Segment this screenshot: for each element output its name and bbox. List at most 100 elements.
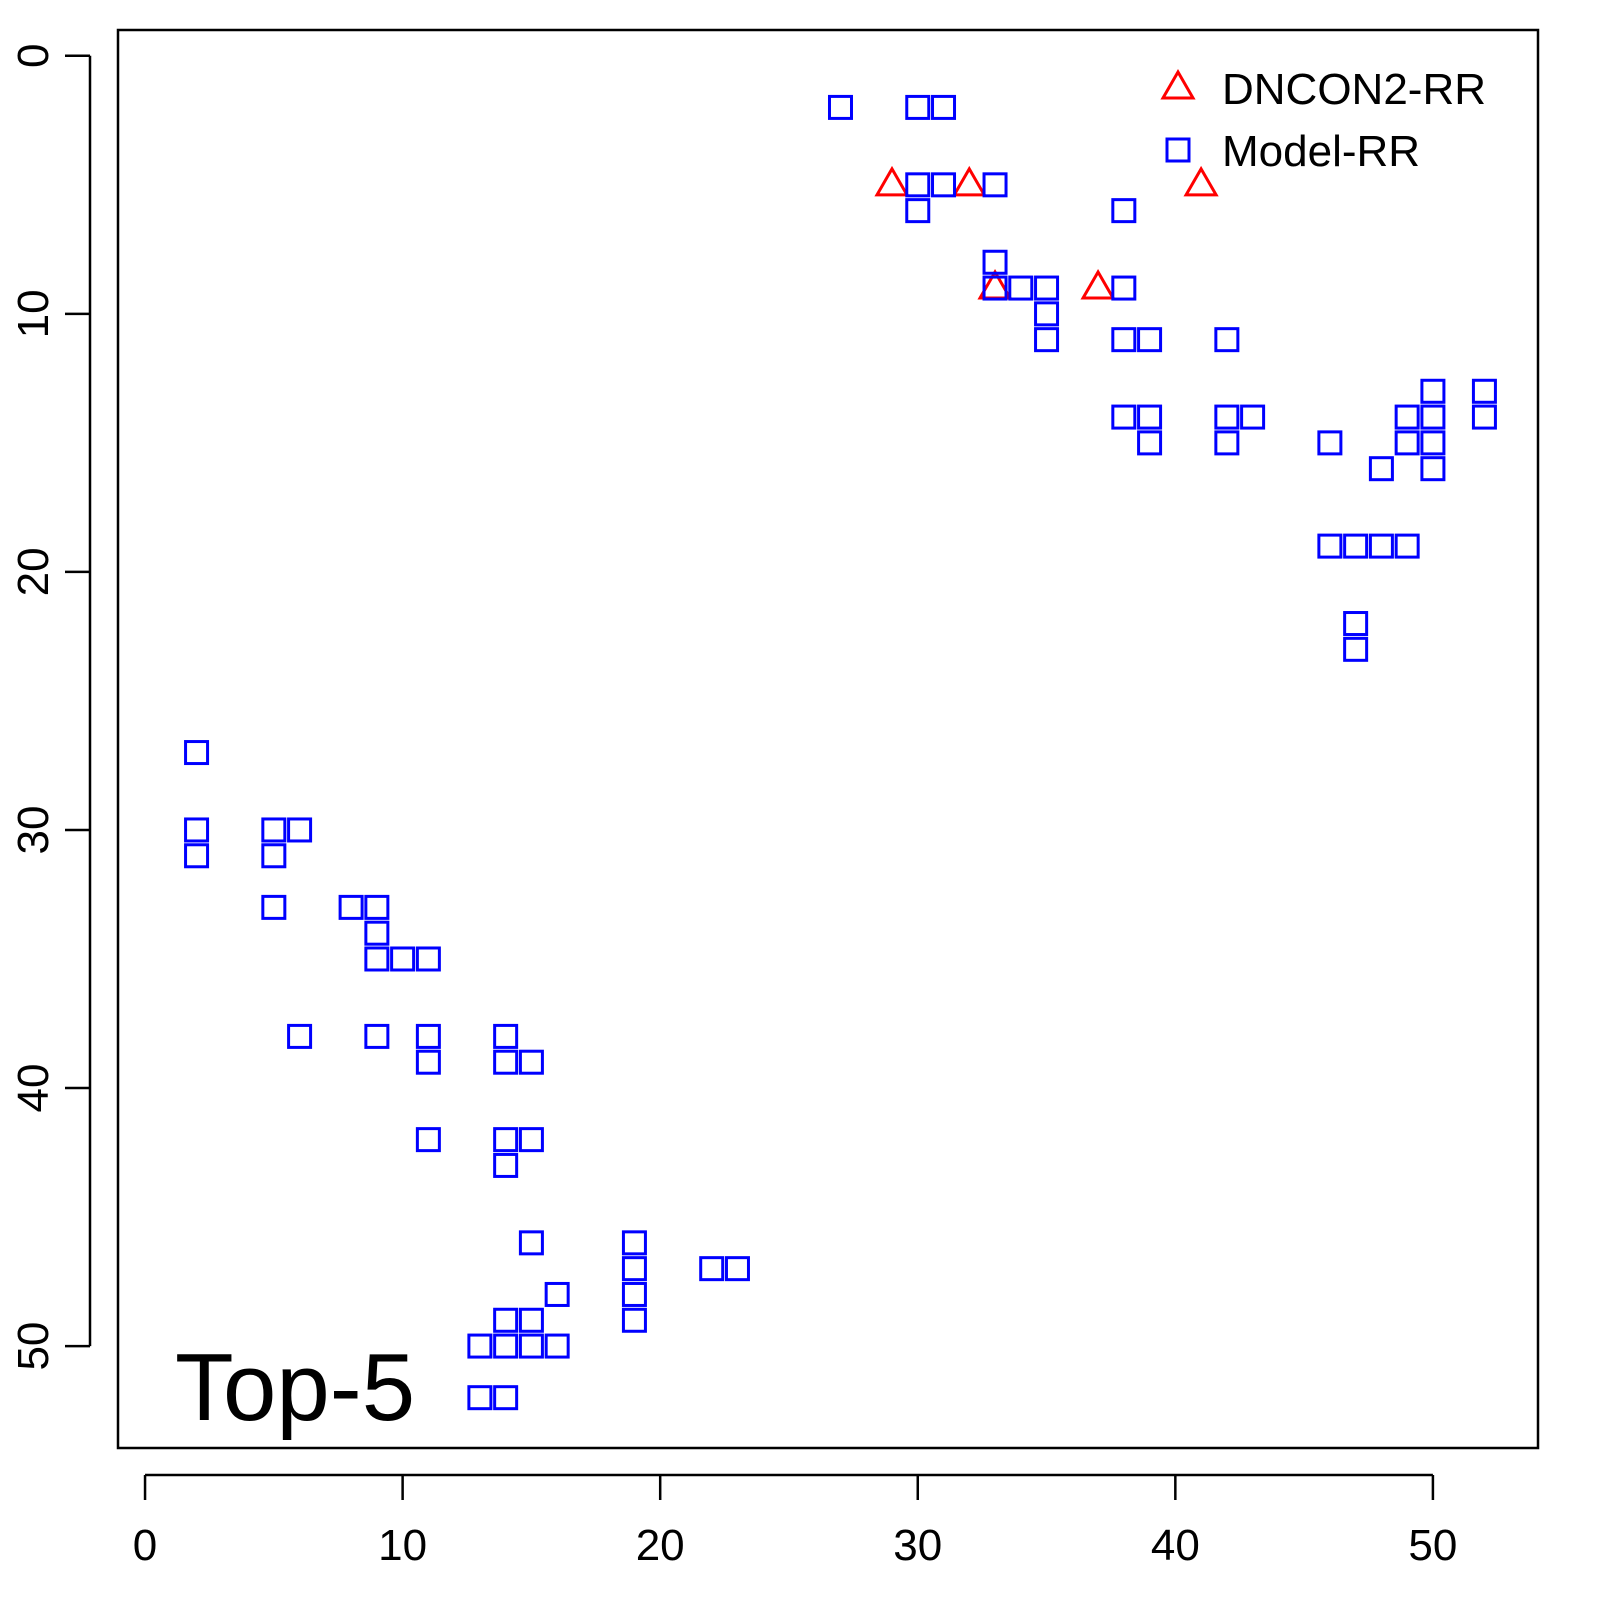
legend-label: Model-RR bbox=[1222, 127, 1420, 176]
point bbox=[493, 1385, 519, 1411]
point bbox=[874, 165, 910, 197]
point bbox=[518, 1127, 544, 1153]
point bbox=[1111, 404, 1137, 430]
point bbox=[621, 1281, 647, 1307]
point bbox=[1420, 456, 1446, 482]
point bbox=[184, 843, 210, 869]
point bbox=[699, 1256, 725, 1282]
point bbox=[493, 1023, 519, 1049]
point bbox=[518, 1333, 544, 1359]
point bbox=[518, 1230, 544, 1256]
x-tick-label: 50 bbox=[1408, 1521, 1457, 1570]
point bbox=[1080, 269, 1116, 300]
point bbox=[905, 94, 931, 120]
point bbox=[467, 1333, 493, 1359]
x-tick-label: 10 bbox=[378, 1521, 427, 1570]
point bbox=[544, 1281, 570, 1307]
point bbox=[261, 817, 287, 843]
point bbox=[621, 1307, 647, 1333]
point bbox=[1343, 533, 1369, 559]
point bbox=[931, 94, 957, 120]
point bbox=[621, 1256, 647, 1282]
point bbox=[287, 817, 313, 843]
point bbox=[1034, 327, 1060, 353]
y-tick-label: 50 bbox=[9, 1322, 58, 1371]
point bbox=[1394, 404, 1420, 430]
point bbox=[1368, 533, 1394, 559]
point bbox=[905, 198, 931, 224]
point bbox=[184, 817, 210, 843]
point bbox=[1317, 430, 1343, 456]
point bbox=[1137, 404, 1163, 430]
point bbox=[1214, 327, 1240, 353]
point bbox=[261, 894, 287, 920]
point bbox=[518, 1049, 544, 1075]
point bbox=[621, 1230, 647, 1256]
point bbox=[287, 1023, 313, 1049]
point bbox=[1420, 378, 1446, 404]
point bbox=[1111, 327, 1137, 353]
point bbox=[1394, 430, 1420, 456]
y-tick-label: 10 bbox=[9, 289, 58, 338]
point bbox=[1240, 404, 1266, 430]
point bbox=[390, 946, 416, 972]
point bbox=[1214, 404, 1240, 430]
annotation: Top-5 bbox=[175, 1334, 415, 1441]
legend-marker bbox=[1165, 137, 1191, 163]
point bbox=[364, 946, 390, 972]
point bbox=[905, 172, 931, 198]
legend-marker bbox=[1160, 68, 1196, 100]
y-tick-label: 30 bbox=[9, 805, 58, 854]
point bbox=[261, 843, 287, 869]
point bbox=[1317, 533, 1343, 559]
point bbox=[1394, 533, 1420, 559]
point bbox=[493, 1152, 519, 1178]
point bbox=[415, 1127, 441, 1153]
y-tick-label: 40 bbox=[9, 1064, 58, 1113]
point bbox=[518, 1307, 544, 1333]
point bbox=[338, 894, 364, 920]
point bbox=[1034, 275, 1060, 301]
point bbox=[415, 1049, 441, 1075]
y-tick-label: 0 bbox=[9, 44, 58, 68]
point bbox=[1343, 611, 1369, 637]
point bbox=[415, 946, 441, 972]
point bbox=[1471, 378, 1497, 404]
point bbox=[493, 1049, 519, 1075]
point bbox=[467, 1385, 493, 1411]
point bbox=[931, 172, 957, 198]
point bbox=[364, 1023, 390, 1049]
point bbox=[184, 740, 210, 766]
point bbox=[364, 920, 390, 946]
point bbox=[1008, 275, 1034, 301]
point bbox=[982, 172, 1008, 198]
point bbox=[1420, 404, 1446, 430]
point bbox=[493, 1307, 519, 1333]
point bbox=[1183, 165, 1219, 197]
x-tick-label: 0 bbox=[133, 1521, 157, 1570]
legend-label: DNCON2-RR bbox=[1222, 65, 1486, 114]
point bbox=[493, 1127, 519, 1153]
point bbox=[493, 1333, 519, 1359]
point bbox=[1137, 430, 1163, 456]
y-tick-label: 20 bbox=[9, 547, 58, 596]
point bbox=[364, 894, 390, 920]
point bbox=[827, 94, 853, 120]
plot-frame bbox=[116, 28, 1540, 1450]
point bbox=[1420, 430, 1446, 456]
point bbox=[1137, 327, 1163, 353]
point bbox=[1111, 275, 1137, 301]
point bbox=[1034, 301, 1060, 327]
point bbox=[1368, 456, 1394, 482]
point bbox=[1111, 198, 1137, 224]
point bbox=[415, 1023, 441, 1049]
point bbox=[982, 275, 1008, 301]
point bbox=[724, 1256, 750, 1282]
point bbox=[1471, 404, 1497, 430]
point bbox=[544, 1333, 570, 1359]
point bbox=[1343, 636, 1369, 662]
x-tick-label: 20 bbox=[636, 1521, 685, 1570]
point bbox=[1214, 430, 1240, 456]
point bbox=[951, 165, 987, 197]
